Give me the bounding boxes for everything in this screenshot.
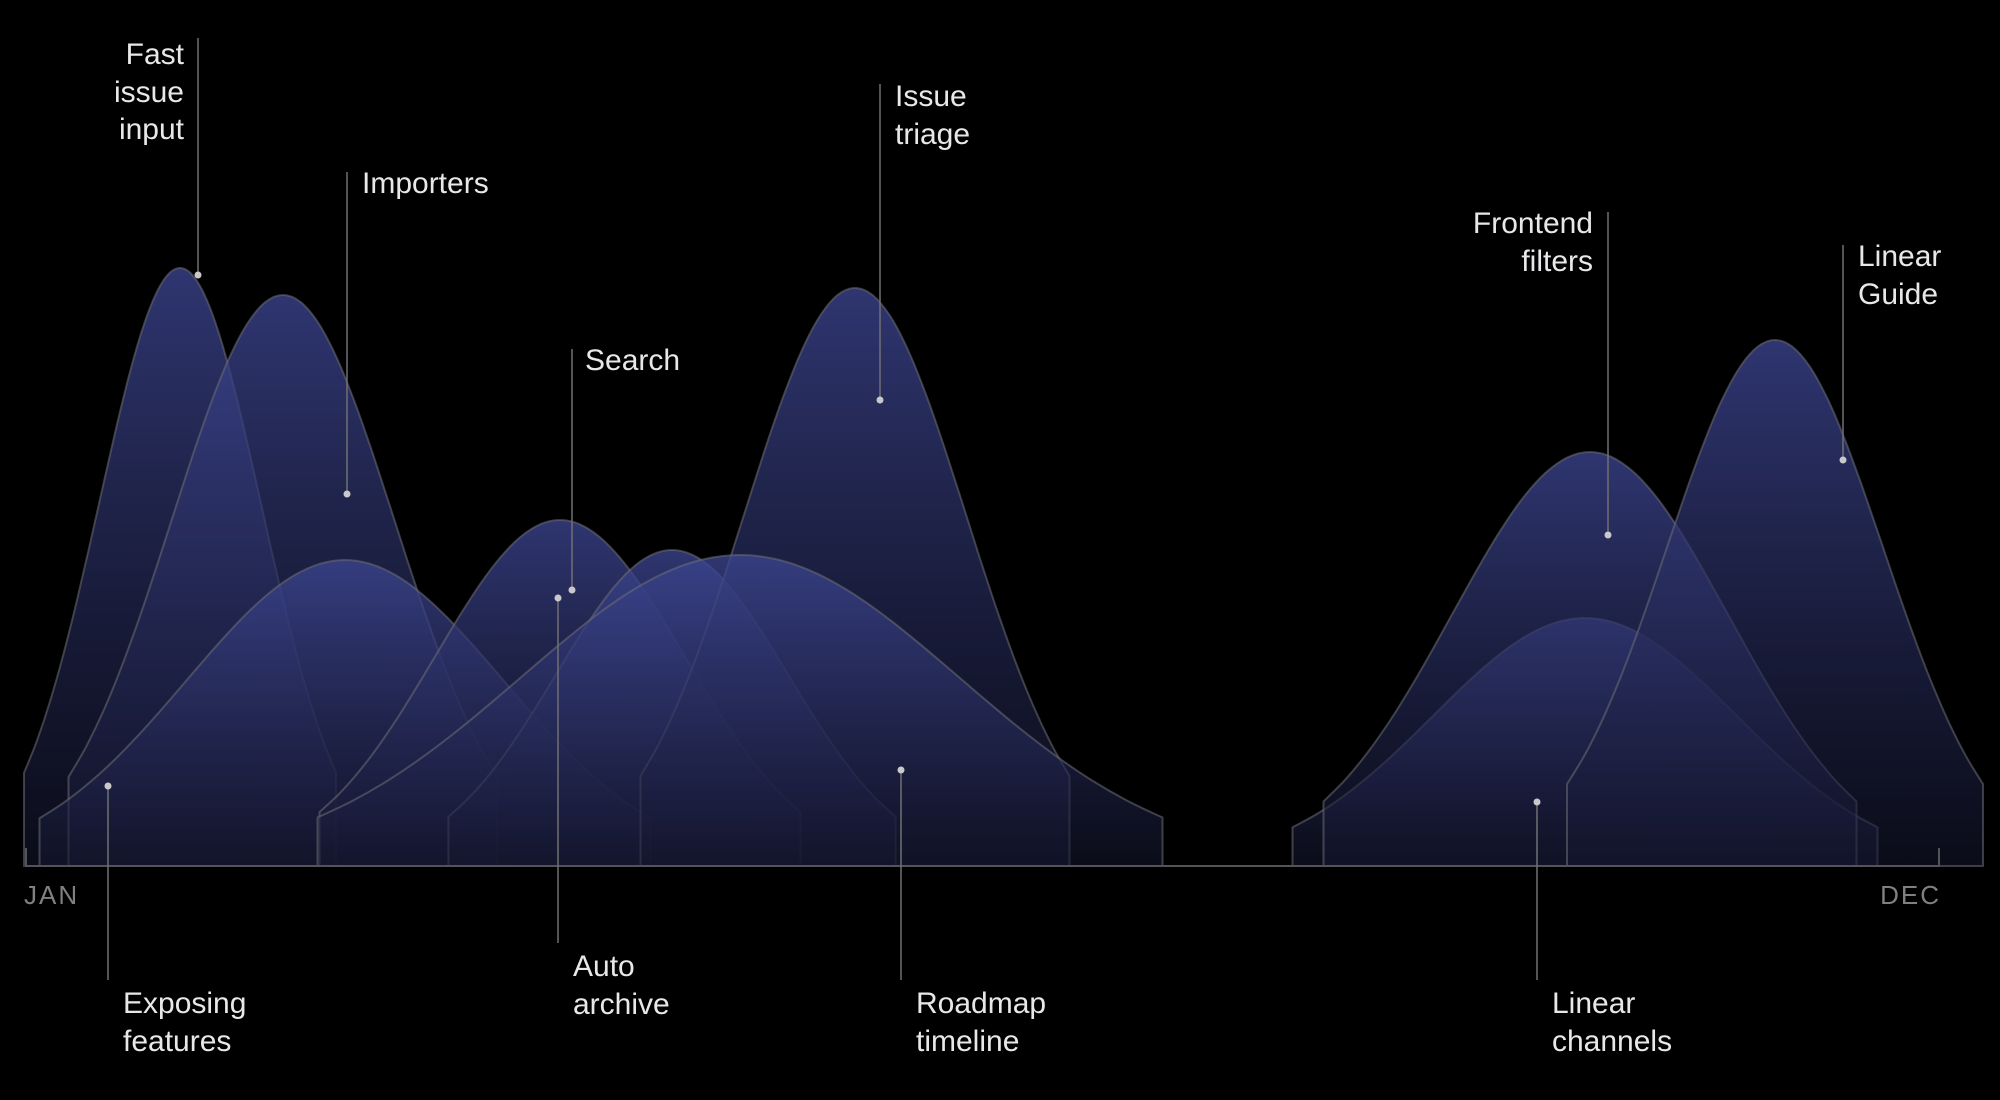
label-auto-archive: Auto archive: [573, 948, 670, 1023]
activity-area-chart: JAN DEC Fast issue input Importers Search I…: [0, 0, 2000, 1100]
leader-dot-roadmap-timeline: [898, 767, 905, 774]
label-exposing-features: Exposing features: [123, 985, 246, 1060]
label-fast-issue-input: Fast issue input: [114, 36, 184, 149]
leader-dot-exposing-features: [105, 783, 112, 790]
leader-dot-linear-guide: [1840, 457, 1847, 464]
chart-canvas: [0, 0, 2000, 1100]
label-search: Search: [585, 342, 680, 380]
leader-dot-importers: [344, 491, 351, 498]
label-linear-guide: Linear Guide: [1858, 238, 1941, 313]
label-linear-channels: Linear channels: [1552, 985, 1672, 1060]
label-roadmap-timeline: Roadmap timeline: [916, 985, 1046, 1060]
label-importers: Importers: [362, 165, 489, 203]
leader-dot-search: [569, 587, 576, 594]
leader-dot-issue-triage: [877, 397, 884, 404]
label-frontend-filters: Frontend filters: [1473, 205, 1593, 280]
leader-dot-linear-channels: [1534, 799, 1541, 806]
x-axis-start-label: JAN: [24, 880, 79, 911]
leader-dot-frontend-filters: [1605, 532, 1612, 539]
x-axis-end-label: DEC: [1880, 880, 1941, 911]
curves-group: [24, 268, 1983, 866]
leader-dot-fast-issue-input: [195, 272, 202, 279]
label-issue-triage: Issue triage: [895, 78, 970, 153]
leader-dot-auto-archive: [555, 595, 562, 602]
